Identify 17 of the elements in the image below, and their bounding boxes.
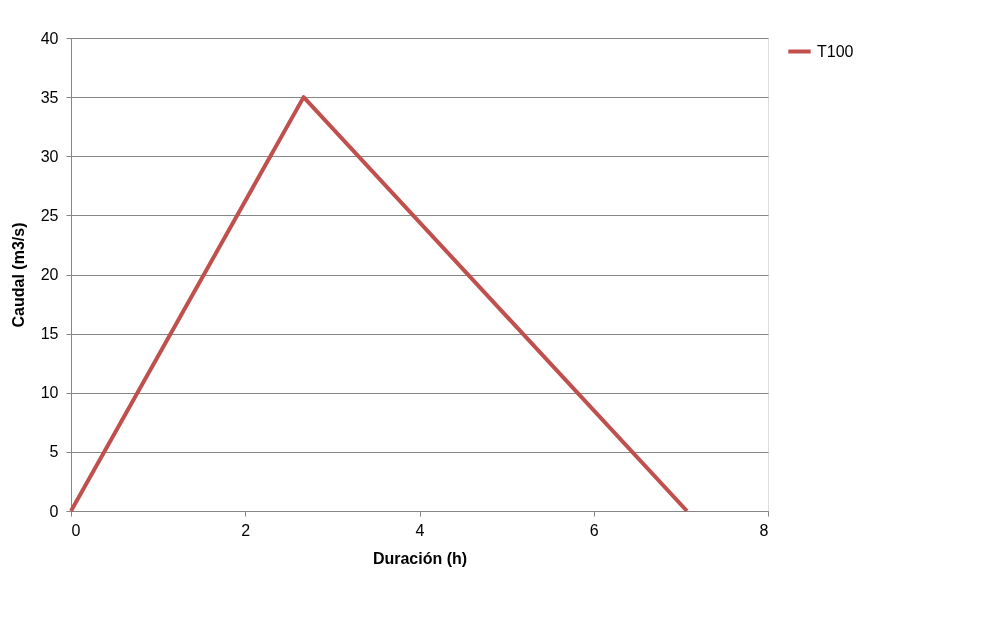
y-tick-label: 30: [40, 147, 59, 165]
x-tick-label: 0: [71, 521, 81, 539]
y-tick-label: 10: [40, 384, 59, 402]
x-tick-label: 6: [589, 521, 599, 539]
y-tick-label: 20: [40, 266, 59, 283]
y-tick-label: 15: [40, 325, 59, 343]
legend-label: T100: [817, 42, 854, 60]
y-tick-label: 40: [40, 29, 59, 47]
y-tick-label: 25: [40, 206, 59, 224]
x-tick-label: 4: [415, 521, 425, 539]
y-tick-label: 0: [49, 502, 59, 520]
x-tick-label: 2: [241, 521, 251, 539]
y-axis-title: Caudal (m3/s): [9, 222, 27, 328]
y-tick-label: 5: [49, 443, 59, 461]
x-axis-title: Duración (h): [372, 549, 468, 567]
x-tick-label: 8: [759, 521, 769, 539]
y-tick-label: 35: [40, 88, 59, 106]
